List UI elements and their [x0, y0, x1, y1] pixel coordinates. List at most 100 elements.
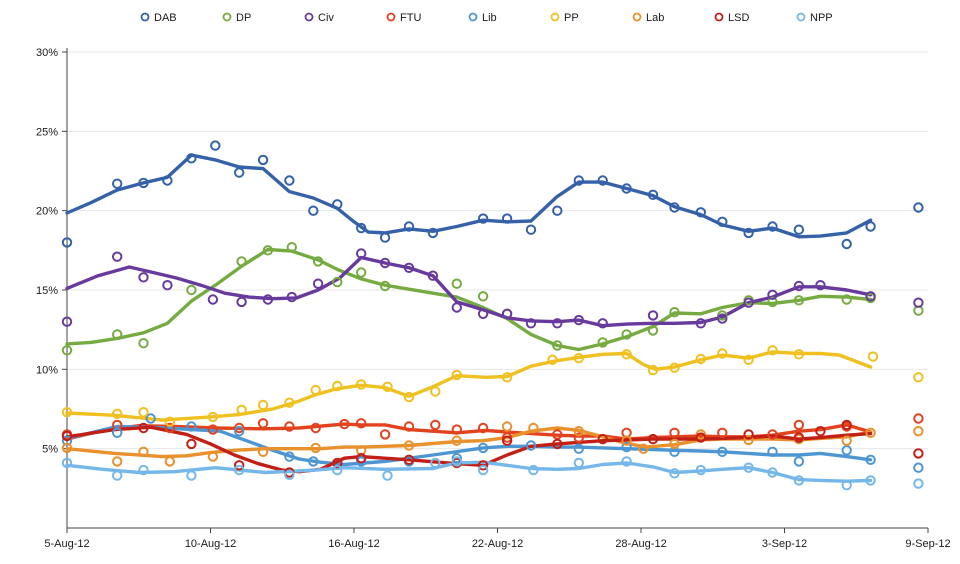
- data-point-Lib: [356, 456, 367, 467]
- series-points-NPP: [61, 456, 924, 491]
- data-point-LSD: [647, 433, 659, 445]
- legend-label: FTU: [400, 12, 421, 24]
- data-point-DAB: [234, 167, 245, 178]
- series-line-Lib: [65, 424, 873, 467]
- data-point-NPP: [913, 478, 924, 489]
- data-point-PP: [501, 372, 513, 383]
- data-point-Civ: [913, 297, 924, 308]
- data-point-LSD: [501, 435, 513, 446]
- x-axis-label: 10-Aug-12: [185, 538, 236, 550]
- data-point-PP: [717, 348, 728, 359]
- data-point-PP: [236, 404, 247, 415]
- data-point-DP: [356, 267, 367, 278]
- legend-label: Lab: [646, 12, 664, 24]
- data-point-Civ: [552, 318, 563, 329]
- data-point-Lib: [793, 456, 805, 467]
- data-point-Civ: [312, 278, 324, 289]
- data-point-LSD: [743, 429, 754, 440]
- data-point-DAB: [356, 222, 367, 234]
- data-point-Civ: [356, 248, 367, 259]
- legend-label: PP: [564, 12, 579, 24]
- data-point-DAB: [621, 183, 632, 194]
- data-point-PP: [382, 381, 393, 392]
- data-point-Lab: [528, 422, 539, 434]
- data-point-DP: [597, 337, 608, 348]
- data-point-FTU: [669, 427, 680, 438]
- x-axis-label: 9-Sep-12: [905, 538, 950, 550]
- data-point-DAB: [403, 221, 415, 232]
- data-point-DP: [286, 242, 297, 253]
- data-point-FTU: [717, 427, 728, 438]
- data-point-PP: [547, 354, 558, 365]
- data-point-DP: [138, 338, 149, 349]
- data-point-PP: [793, 349, 805, 360]
- data-point-DAB: [552, 205, 563, 216]
- legend-marker-icon: [140, 12, 150, 22]
- data-point-PP: [356, 379, 367, 390]
- data-point-Lab: [501, 421, 513, 432]
- data-point-DAB: [257, 154, 269, 166]
- legend-label: Civ: [318, 12, 334, 24]
- data-point-PP: [743, 354, 754, 365]
- data-point-LSD: [597, 433, 608, 445]
- data-point-Civ: [403, 262, 415, 273]
- x-axis-label: 28-Aug-12: [615, 538, 666, 550]
- data-point-LSD: [356, 453, 367, 464]
- data-point-PP: [310, 384, 321, 396]
- data-point-DAB: [793, 224, 805, 235]
- series-line-PP: [65, 350, 873, 422]
- data-point-Lib: [477, 442, 489, 454]
- data-point-FTU: [164, 422, 176, 434]
- data-point-LSD: [332, 457, 343, 469]
- data-point-PP: [430, 386, 441, 397]
- data-point-FTU: [913, 413, 924, 424]
- data-point-Lib: [525, 440, 537, 451]
- y-axis-label: 30%: [36, 47, 58, 59]
- data-point-Lab: [841, 435, 852, 446]
- data-point-Lib: [865, 454, 876, 465]
- data-point-DAB: [501, 213, 513, 224]
- data-point-Lab: [207, 451, 219, 462]
- data-point-NPP: [743, 462, 754, 473]
- data-point-DAB: [379, 232, 391, 243]
- data-point-Civ: [262, 294, 274, 305]
- data-point-Lab: [310, 442, 321, 454]
- data-point-Civ: [427, 270, 439, 281]
- data-point-PP: [332, 380, 343, 392]
- data-point-FTU: [403, 421, 415, 432]
- data-point-NPP: [695, 464, 706, 476]
- data-point-DP: [379, 280, 391, 292]
- data-point-Lab: [138, 446, 149, 457]
- data-point-DP: [767, 296, 778, 308]
- x-axis-label: 16-Aug-12: [328, 538, 379, 550]
- data-point-DP: [312, 256, 324, 267]
- data-point-NPP: [669, 468, 680, 479]
- series-points-PP: [61, 345, 924, 427]
- data-point-Lab: [638, 443, 649, 454]
- data-point-LSD: [815, 426, 826, 437]
- data-point-FTU: [501, 432, 513, 443]
- data-point-Lib: [234, 426, 245, 437]
- data-point-Lib: [308, 456, 319, 467]
- data-point-DAB: [913, 202, 924, 213]
- data-point-DAB: [427, 227, 439, 239]
- legend-item-LSD: LSD: [714, 12, 749, 24]
- data-point-PP: [669, 362, 680, 373]
- data-point-Lib: [186, 421, 197, 432]
- data-point-DP: [186, 284, 197, 296]
- data-point-Lab: [621, 435, 632, 446]
- series-points-LSD: [61, 419, 924, 478]
- data-point-Civ: [61, 316, 73, 327]
- data-point-Lib: [913, 462, 924, 473]
- series-points-Lab: [61, 421, 924, 467]
- data-point-Civ: [695, 318, 706, 329]
- data-point-FTU: [379, 429, 391, 440]
- data-point-Lab: [164, 456, 176, 467]
- legend-item-NPP: NPP: [796, 12, 833, 24]
- data-point-DAB: [841, 238, 852, 250]
- data-point-DAB: [695, 207, 706, 218]
- data-point-PP: [573, 353, 584, 364]
- data-point-DP: [451, 278, 462, 289]
- legend-marker-icon: [222, 12, 232, 22]
